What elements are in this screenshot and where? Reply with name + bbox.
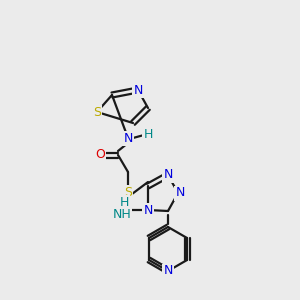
Text: N: N [163,169,173,182]
Text: H: H [119,196,129,208]
Text: H: H [143,128,153,142]
Text: N: N [175,187,185,200]
Text: N: N [133,83,143,97]
Text: N: N [143,203,153,217]
Text: N: N [163,265,173,278]
Text: S: S [93,106,101,118]
Text: N: N [123,131,133,145]
Text: S: S [124,185,132,199]
Text: NH: NH [112,208,131,220]
Text: O: O [95,148,105,161]
